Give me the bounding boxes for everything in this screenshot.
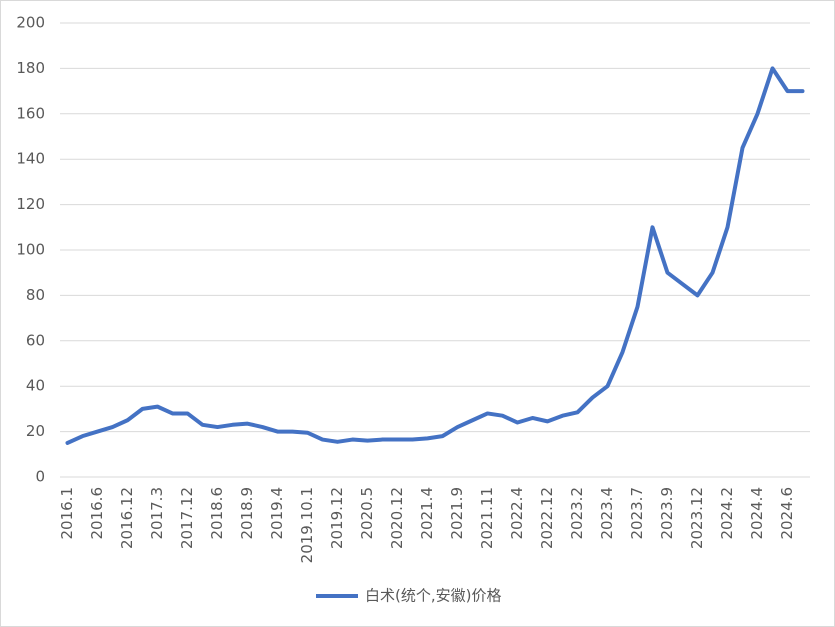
x-tick-label: 2021.9 <box>448 487 466 540</box>
x-tick-label: 2016.1 <box>58 487 76 540</box>
x-tick-label: 2023.12 <box>688 487 706 549</box>
x-tick-label: 2023.7 <box>628 487 646 540</box>
y-tick-label: 40 <box>26 377 45 395</box>
x-tick-label: 2016.12 <box>118 487 136 549</box>
x-tick-label: 2019.4 <box>268 487 286 540</box>
legend-label: 白术(统个,安徽)价格 <box>365 587 501 605</box>
y-tick-label: 60 <box>26 331 45 349</box>
x-tick-label: 2019.12 <box>328 487 346 549</box>
y-tick-label: 140 <box>16 150 45 168</box>
y-tick-label: 120 <box>16 195 45 213</box>
y-tick-label: 160 <box>16 104 45 122</box>
x-tick-label: 2023.2 <box>568 487 586 540</box>
y-tick-label: 180 <box>16 59 45 77</box>
x-tick-label: 2023.9 <box>658 487 676 540</box>
x-tick-label: 2024.4 <box>748 487 766 540</box>
x-tick-label: 2020.5 <box>358 487 376 540</box>
x-tick-label: 2018.6 <box>208 487 226 540</box>
y-tick-label: 0 <box>35 468 45 486</box>
y-tick-label: 20 <box>26 422 45 440</box>
x-tick-label: 2024.2 <box>718 487 736 540</box>
x-tick-label: 2018.9 <box>238 487 256 540</box>
x-tick-label: 2017.3 <box>148 487 166 540</box>
x-tick-label: 2021.11 <box>478 487 496 549</box>
y-tick-label: 100 <box>16 241 45 259</box>
x-tick-label: 2022.12 <box>538 487 556 549</box>
x-tick-label: 2024.6 <box>778 487 796 540</box>
x-tick-label: 2017.12 <box>178 487 196 549</box>
x-tick-label: 2022.4 <box>508 487 526 540</box>
x-tick-label: 2021.4 <box>418 487 436 540</box>
x-tick-label: 2020.12 <box>388 487 406 549</box>
x-tick-label: 2019.10.1 <box>298 487 316 563</box>
x-tick-label: 2016.6 <box>88 487 106 540</box>
line-series <box>65 66 805 445</box>
y-tick-label: 200 <box>16 14 45 32</box>
x-tick-label: 2023.4 <box>598 487 616 540</box>
y-tick-label: 80 <box>26 286 45 304</box>
